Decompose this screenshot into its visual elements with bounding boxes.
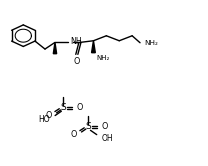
Text: HO: HO	[38, 115, 50, 124]
Polygon shape	[92, 41, 95, 53]
Text: O: O	[71, 130, 77, 139]
Text: O: O	[77, 103, 83, 112]
Text: NH₂: NH₂	[144, 40, 158, 46]
Text: O: O	[74, 57, 80, 66]
Text: OH: OH	[102, 134, 113, 143]
Text: O: O	[102, 123, 108, 131]
Text: S: S	[61, 103, 66, 112]
Text: NH₂: NH₂	[96, 55, 109, 61]
Text: O: O	[46, 111, 52, 120]
Text: S: S	[85, 123, 91, 131]
Text: NH: NH	[70, 37, 82, 46]
Polygon shape	[53, 42, 57, 54]
